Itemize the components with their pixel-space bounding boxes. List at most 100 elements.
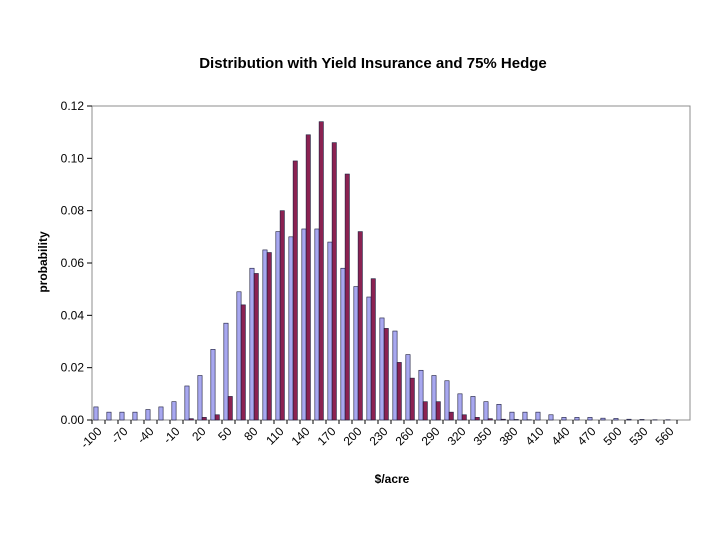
- bar-series-1: [275, 231, 281, 421]
- x-tick-label: 260: [393, 424, 417, 448]
- bar-series-1: [418, 369, 424, 421]
- bar-series-1: [457, 393, 463, 421]
- bar-series-2: [279, 210, 285, 421]
- bar-series-1: [93, 406, 99, 421]
- bar-series-1: [353, 286, 359, 421]
- x-tick-label: 110: [263, 424, 287, 448]
- x-tick-label: 440: [549, 424, 573, 448]
- x-tick-label: 320: [445, 424, 469, 448]
- bar-series-2: [266, 252, 272, 421]
- bar-series-1: [639, 419, 645, 421]
- bar-series-1: [210, 349, 216, 421]
- y-tick-label: 0.04: [61, 308, 85, 322]
- x-tick-label: 170: [315, 424, 339, 448]
- y-tick-label: 0.06: [61, 256, 85, 270]
- bar-series-2: [214, 414, 220, 421]
- bar-series-2: [344, 173, 350, 421]
- y-axis-title: probability: [36, 231, 50, 293]
- bar-series-2: [331, 142, 337, 421]
- bar-series-1: [366, 296, 372, 421]
- x-tick-label: 380: [497, 424, 521, 448]
- bar-series-2: [305, 134, 311, 421]
- bar-series-1: [561, 417, 567, 421]
- x-tick-label: 350: [471, 424, 495, 448]
- bar-series-2: [201, 417, 207, 421]
- bar-series-1: [314, 228, 320, 421]
- bar-series-2: [500, 418, 506, 421]
- bar-series-1: [132, 411, 138, 421]
- bar-series-1: [262, 249, 268, 421]
- y-tick-label: 0.00: [61, 413, 85, 427]
- bar-series-2: [461, 414, 467, 421]
- bar-series-1: [613, 418, 619, 421]
- bar-series-1: [119, 411, 125, 421]
- bar-series-1: [197, 375, 203, 421]
- x-tick-label: 470: [575, 424, 599, 448]
- bar-series-2: [357, 231, 363, 421]
- x-tick-label: -40: [134, 424, 156, 446]
- x-tick-label: -100: [78, 424, 105, 451]
- x-tick-label: 290: [419, 424, 443, 448]
- bar-series-1: [444, 380, 450, 421]
- x-tick-label: 500: [601, 424, 625, 448]
- bar-series-2: [422, 401, 428, 421]
- plot-border: [91, 105, 691, 421]
- bar-series-1: [249, 267, 255, 421]
- bar-series-2: [227, 396, 233, 421]
- x-tick-label: 410: [523, 424, 547, 448]
- bar-series-2: [253, 273, 259, 421]
- y-tick-label: 0.10: [61, 151, 85, 165]
- bar-series-1: [574, 417, 580, 421]
- bar-series-2: [435, 401, 441, 421]
- bar-series-1: [392, 330, 398, 421]
- bar-series-2: [448, 411, 454, 421]
- bar-series-1: [301, 228, 307, 421]
- bar-series-1: [626, 418, 632, 421]
- x-axis-title: $/acre: [375, 472, 410, 486]
- bar-series-1: [600, 417, 606, 421]
- bar-series-2: [474, 417, 480, 421]
- y-tick-label: 0.12: [61, 99, 85, 113]
- bar-series-1: [145, 409, 151, 421]
- x-tick-label: 50: [215, 424, 235, 444]
- bar-series-2: [487, 418, 493, 421]
- chart-title: Distribution with Yield Insurance and 75…: [199, 55, 547, 72]
- x-axis: -100 -70 -40 -10 20 50 80 110 140 170 200 230 260 290…: [78, 420, 678, 451]
- x-tick-label: -10: [160, 424, 182, 446]
- bar-series-1: [509, 411, 515, 421]
- bar-series-2: [409, 377, 415, 421]
- bar-series-1: [587, 417, 593, 421]
- y-tick-label: 0.08: [61, 204, 85, 218]
- bar-series-1: [236, 291, 242, 421]
- y-tick-label: 0.02: [61, 361, 85, 375]
- x-tick-label: 200: [341, 424, 365, 448]
- x-tick-label: -70: [108, 424, 130, 446]
- bar-series-1: [288, 236, 294, 421]
- bar-series-1: [106, 411, 112, 421]
- x-tick-label: 80: [241, 424, 261, 444]
- bar-series-1: [184, 385, 190, 421]
- bar-series-1: [535, 411, 541, 421]
- bar-series-1: [405, 354, 411, 421]
- bar-series-1: [340, 267, 346, 421]
- x-tick-label: 560: [653, 424, 677, 448]
- bar-series-1: [522, 411, 528, 421]
- bar-series-1: [496, 403, 502, 421]
- bar-series-1: [327, 241, 333, 421]
- bar-series-2: [513, 419, 519, 421]
- bar-series-2: [188, 418, 194, 421]
- bar-series-2: [318, 121, 324, 421]
- bar-series-1: [379, 317, 385, 421]
- bar-series-2: [292, 160, 298, 421]
- bar-series-2: [396, 362, 402, 421]
- bar-series-1: [548, 414, 554, 421]
- x-tick-label: 230: [367, 424, 391, 448]
- x-tick-label: 140: [289, 424, 313, 448]
- x-tick-label: 20: [189, 424, 209, 444]
- bar-series-1: [483, 401, 489, 421]
- bar-series-2: [383, 328, 389, 421]
- bar-series-1: [470, 396, 476, 421]
- bar-series-1: [171, 401, 177, 421]
- plot-area: [91, 105, 691, 421]
